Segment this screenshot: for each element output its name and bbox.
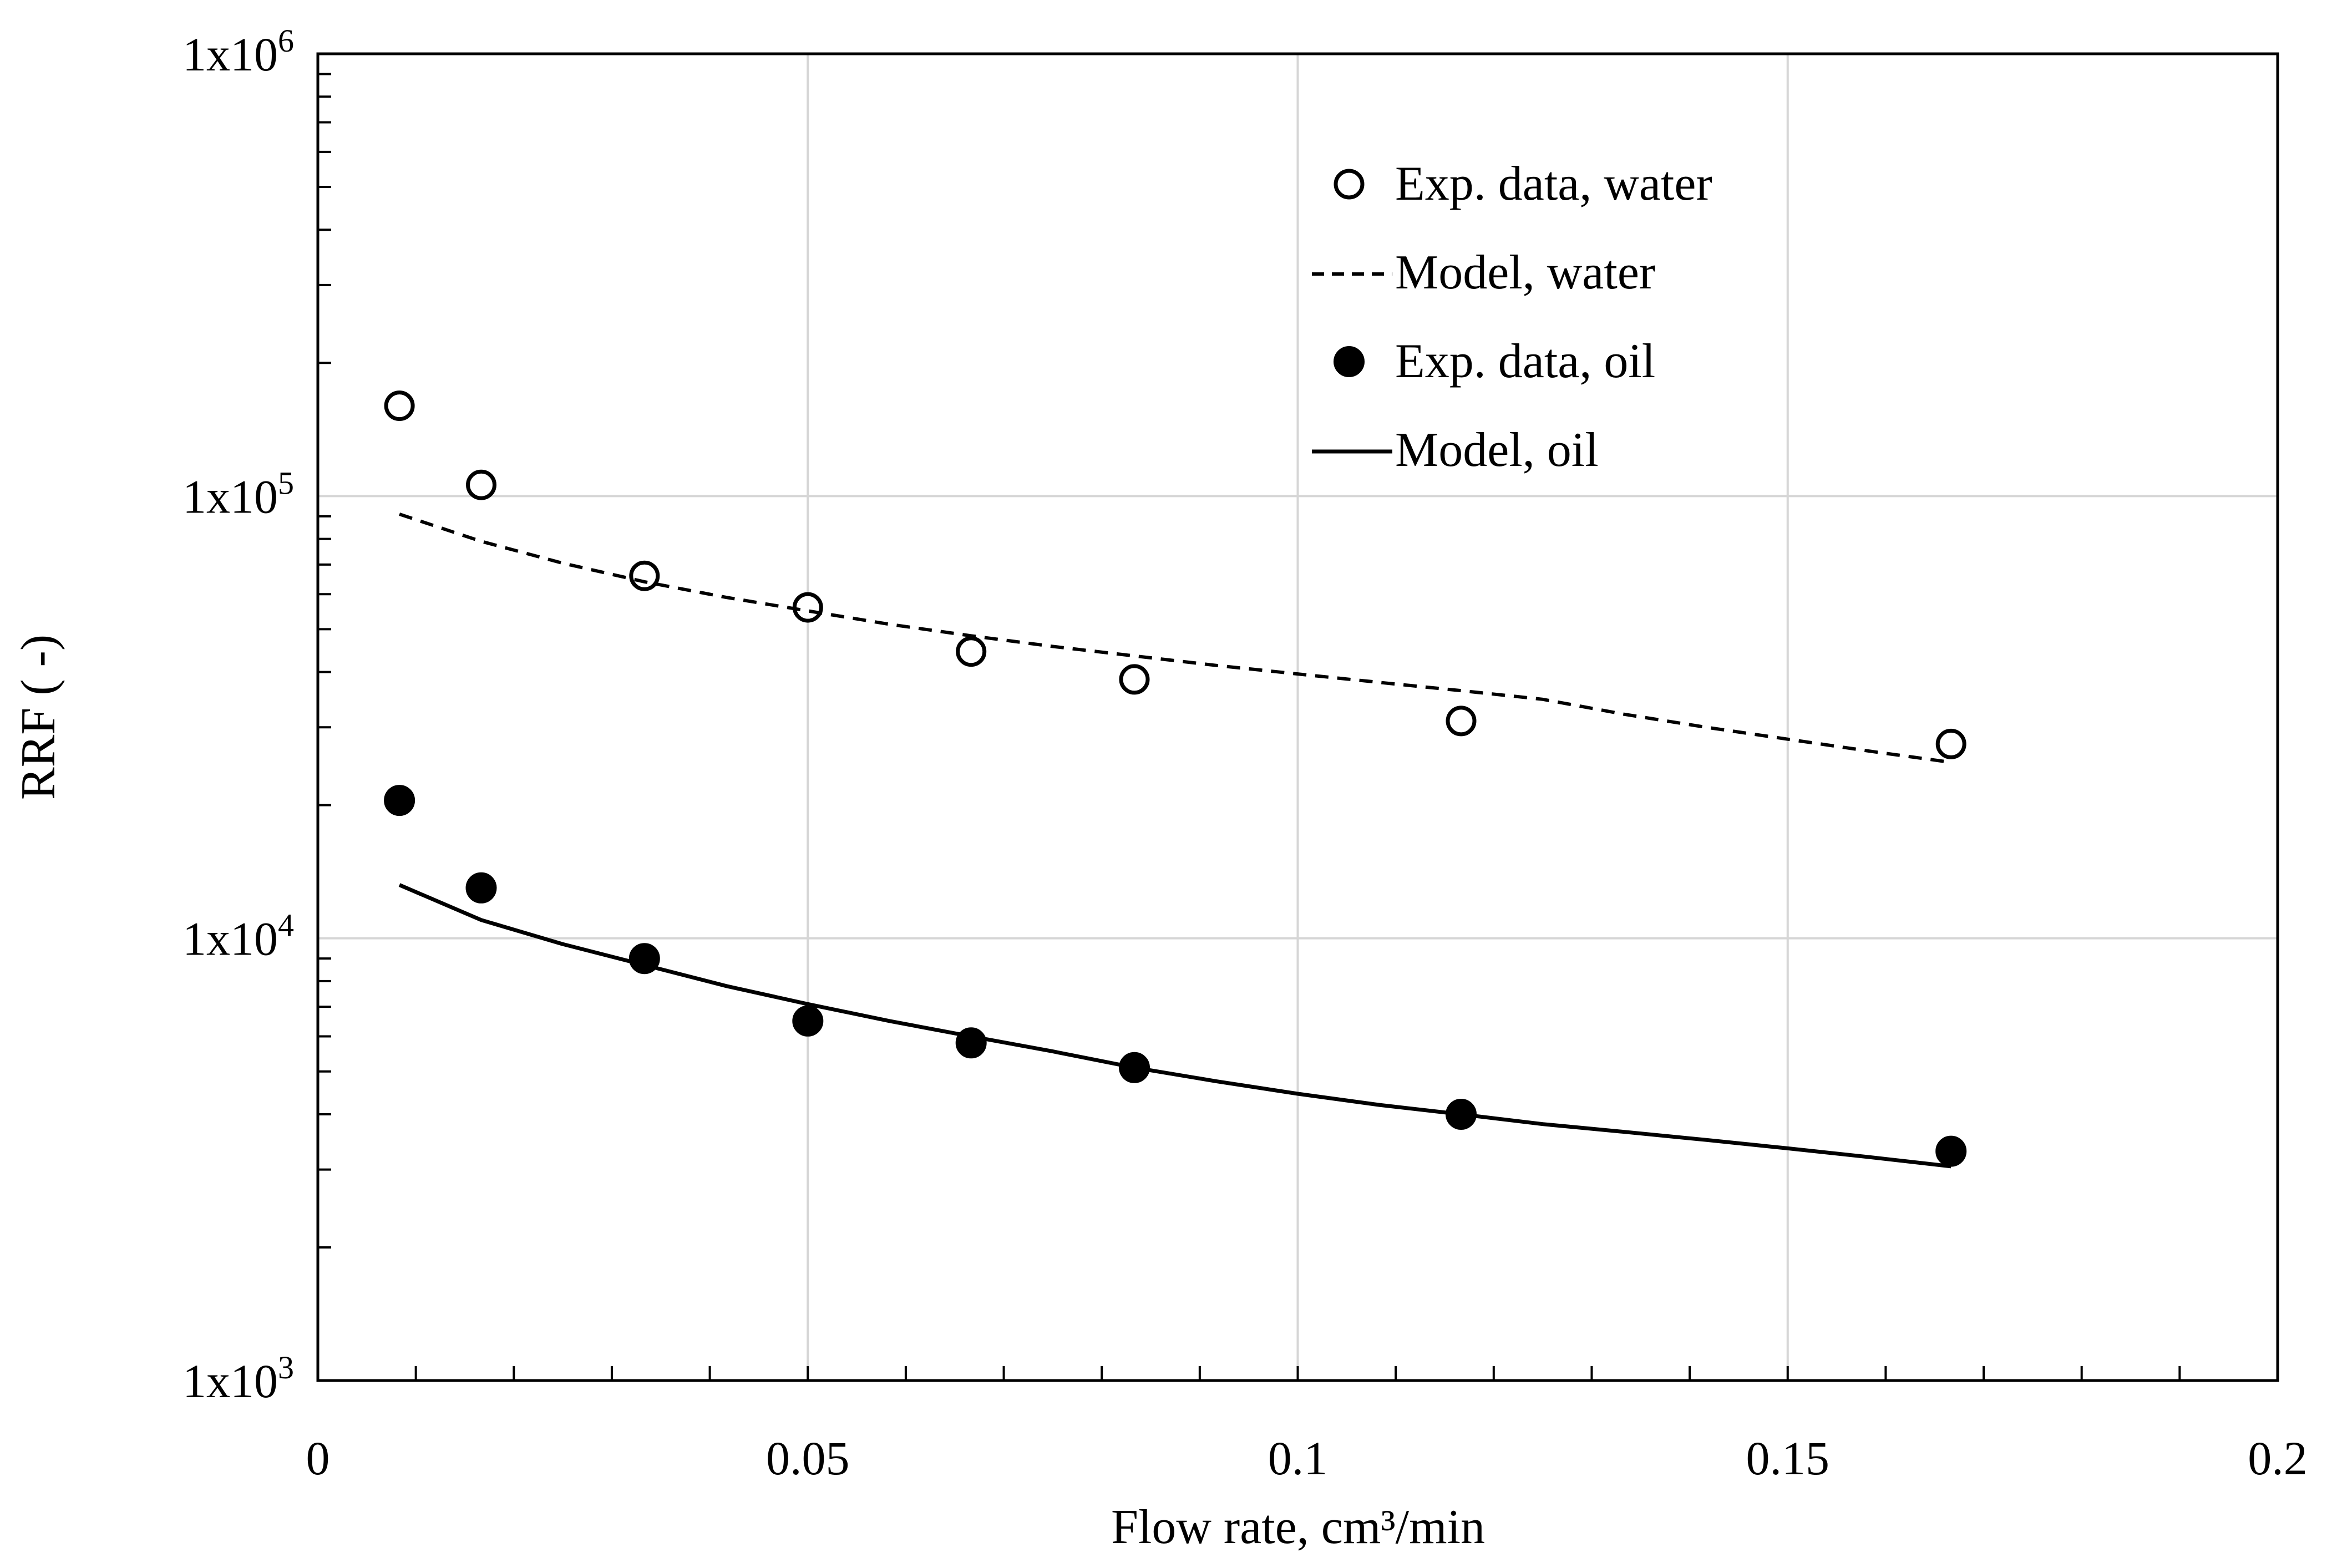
oil-data-point bbox=[384, 785, 415, 816]
y-tick-label: 1x106 bbox=[182, 23, 294, 81]
legend: Exp. data, water Model, water Exp. data, o… bbox=[1312, 157, 1712, 477]
oil-data-point bbox=[1935, 1135, 1967, 1167]
y-tick-label: 1x105 bbox=[182, 465, 294, 523]
legend-label: Model, oil bbox=[1395, 423, 1599, 477]
x-tick-label: 0 bbox=[306, 1432, 330, 1485]
y-axis-tick-labels: 1x103 1x104 1x105 1x106 bbox=[182, 23, 294, 1408]
model-oil-line bbox=[398, 883, 1951, 1169]
water-data-point bbox=[384, 390, 415, 422]
axis-ticks bbox=[318, 73, 2181, 1381]
series-0 bbox=[384, 390, 1966, 759]
grid-lines bbox=[318, 54, 2278, 1381]
legend-marker-symbol bbox=[1334, 169, 1365, 200]
water-data-point bbox=[466, 469, 496, 500]
x-tick-label: 0.1 bbox=[1268, 1432, 1328, 1485]
oil-data-point bbox=[792, 1005, 824, 1037]
water-data-point bbox=[792, 592, 823, 623]
plot-frame bbox=[316, 52, 2279, 1382]
legend-label: Exp. data, water bbox=[1395, 157, 1712, 211]
y-tick-label: 1x103 bbox=[182, 1349, 294, 1408]
water-data-point bbox=[1119, 664, 1150, 695]
water-data-point bbox=[629, 560, 660, 591]
oil-data-point bbox=[955, 1027, 987, 1059]
legend-marker-symbol bbox=[1334, 346, 1365, 377]
series-layer bbox=[384, 390, 1967, 1169]
water-data-point bbox=[956, 636, 987, 667]
water-data-point bbox=[1446, 706, 1477, 737]
oil-data-point bbox=[465, 872, 497, 904]
x-tick-label: 0.15 bbox=[1746, 1432, 1830, 1485]
y-tick-label: 1x104 bbox=[182, 907, 294, 966]
x-axis-tick-labels: 0 0.05 0.1 0.15 0.2 bbox=[306, 1432, 2308, 1485]
y-axis-label: RRF ( -) bbox=[12, 635, 65, 800]
x-tick-label: 0.05 bbox=[766, 1432, 850, 1485]
series-3 bbox=[398, 883, 1951, 1169]
water-data-point bbox=[1935, 728, 1966, 759]
legend-label: Model, water bbox=[1395, 246, 1655, 300]
model-water-line bbox=[399, 512, 1951, 764]
legend-label: Exp. data, oil bbox=[1395, 334, 1655, 388]
series-1 bbox=[399, 512, 1951, 764]
x-axis-label: Flow rate, cm³/min bbox=[1111, 1500, 1485, 1554]
series-2 bbox=[384, 785, 1967, 1167]
x-tick-label: 0.2 bbox=[2248, 1432, 2308, 1485]
